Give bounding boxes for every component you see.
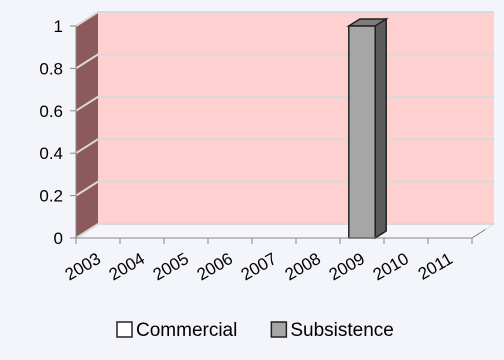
x-tick-label: 2009 bbox=[326, 249, 368, 284]
x-tick-label: 2004 bbox=[106, 249, 148, 284]
side-wall bbox=[76, 12, 98, 238]
legend-swatch bbox=[270, 321, 288, 338]
legend-label: Subsistence bbox=[290, 320, 394, 341]
y-tick-label: 0.6 bbox=[39, 102, 63, 121]
x-tick-label: 2006 bbox=[194, 249, 236, 284]
chart-walls bbox=[74, 12, 496, 239]
y-tick-label: 0.4 bbox=[39, 144, 63, 163]
x-axis-ticks: 2003 2004 2005 2006 2007 2008 2009 2010 2011 bbox=[62, 229, 486, 284]
bars bbox=[346, 17, 389, 240]
x-tick-label: 2008 bbox=[282, 249, 324, 284]
y-tick-label: 1 bbox=[54, 17, 63, 36]
chart-floor bbox=[74, 223, 496, 239]
bar-side bbox=[374, 17, 387, 240]
y-tick-label: 0 bbox=[54, 229, 63, 248]
y-axis-ticks: 0 0.2 0.4 0.6 0.8 1 bbox=[39, 17, 77, 248]
bar-subsistence-2009 bbox=[346, 17, 389, 240]
legend-item-subsistence: Subsistence bbox=[270, 320, 394, 341]
back-wall bbox=[98, 12, 494, 224]
x-tick-label: 2005 bbox=[150, 249, 192, 284]
x-tick-label: 2011 bbox=[415, 249, 456, 284]
x-tick-label: 2003 bbox=[62, 249, 104, 284]
legend: Commercial Subsistence bbox=[116, 320, 394, 341]
legend-swatch bbox=[116, 321, 133, 338]
x-axis-depth-line bbox=[471, 229, 486, 239]
y-tick-label: 0.8 bbox=[39, 59, 63, 78]
legend-label: Commercial bbox=[136, 320, 237, 341]
legend-item-commercial: Commercial bbox=[116, 320, 237, 341]
gridline bbox=[75, 11, 494, 27]
x-tick-label: 2010 bbox=[370, 249, 412, 284]
x-tick-label: 2007 bbox=[238, 249, 280, 284]
bar-front bbox=[348, 25, 376, 239]
y-tick-label: 0.2 bbox=[39, 187, 63, 206]
